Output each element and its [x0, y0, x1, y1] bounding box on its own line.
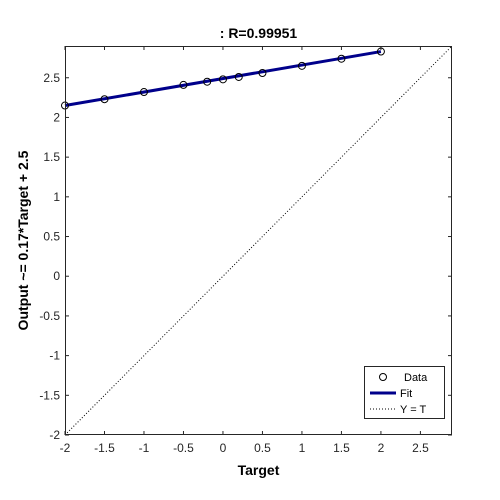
data-point — [100, 95, 109, 104]
y-tick-label: -0.5 — [39, 309, 60, 323]
data-point — [297, 61, 306, 70]
data-point — [139, 88, 148, 97]
legend-fit-label: Fit — [400, 388, 412, 400]
x-tick-label: 1.5 — [333, 441, 350, 455]
y-tick-label: -1.5 — [39, 388, 60, 402]
x-tick-label: -1 — [139, 441, 150, 455]
legend-identity-label: Y = T — [400, 404, 426, 416]
legend-data-label: Data — [404, 372, 428, 384]
data-point — [376, 47, 385, 56]
x-axis-label: Target — [238, 462, 280, 478]
y-tick-label: 1.5 — [43, 150, 60, 164]
legend: Data Fit Y = T — [364, 366, 445, 419]
y-tick-label: -1 — [49, 349, 60, 363]
y-tick-label: 0.5 — [43, 230, 60, 244]
data-point — [179, 80, 188, 89]
y-axis-label: Output ~= 0.17*Target + 2.5 — [15, 150, 31, 330]
y-tick-label: 2 — [53, 110, 60, 124]
data-point — [258, 68, 267, 77]
x-tick-label: 0 — [220, 441, 227, 455]
chart-title: : R=0.99951 — [220, 25, 298, 41]
y-tick-label: 0 — [53, 269, 60, 283]
axes-frame — [65, 46, 452, 435]
data-series — [61, 45, 453, 436]
x-tick-label: 2.5 — [412, 441, 429, 455]
data-point — [203, 77, 212, 86]
x-tick-label: -2 — [60, 441, 71, 455]
data-point — [337, 54, 346, 63]
fit-line — [64, 50, 382, 108]
y-tick-label: 2.5 — [43, 71, 60, 85]
legend-data-marker — [379, 373, 387, 381]
tick-labels: -2 -1.5 -1 -0.5 0 0.5 1 1.5 2 2.5 -2 -1.5 -1 -0.5 0 0.5… — [39, 71, 429, 455]
x-tick-label: 2 — [378, 441, 385, 455]
data-point — [218, 75, 227, 84]
x-tick-label: -0.5 — [173, 441, 194, 455]
y-tick-label: -2 — [49, 428, 60, 442]
y-tick-label: 1 — [53, 190, 60, 204]
x-tick-label: 1 — [299, 441, 306, 455]
data-point — [234, 72, 243, 81]
x-tick-label: -1.5 — [94, 441, 115, 455]
x-tick-label: 0.5 — [254, 441, 271, 455]
